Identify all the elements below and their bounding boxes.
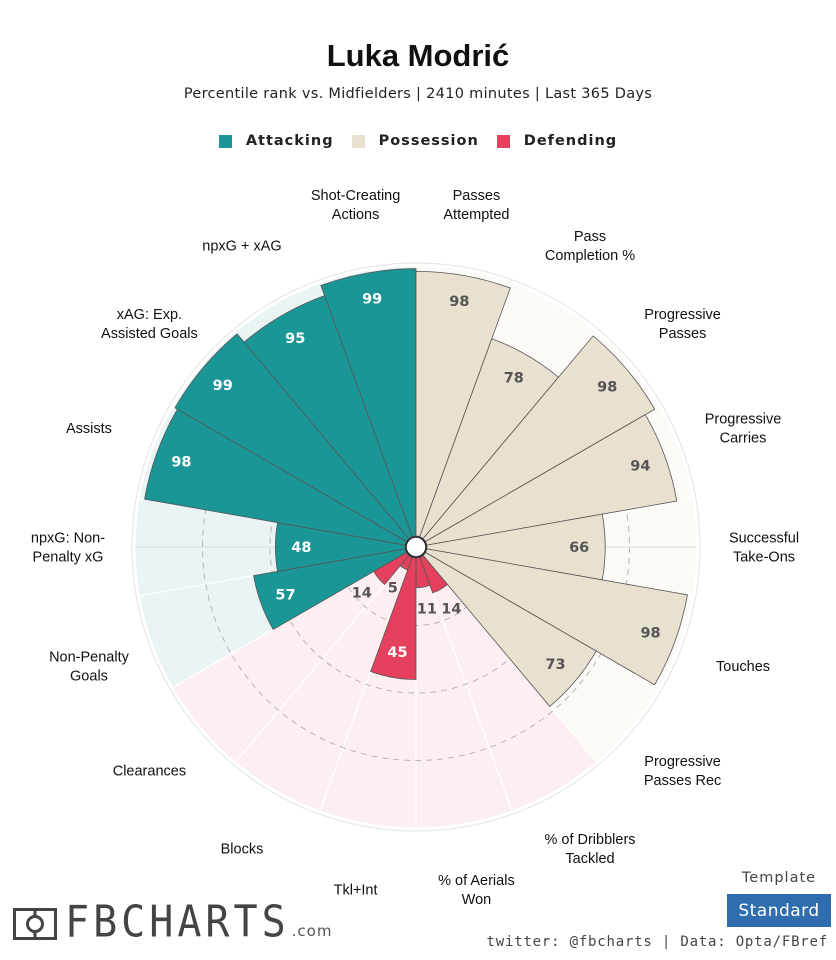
legend-item-defending: Defending xyxy=(496,133,618,149)
radar-outer-ring xyxy=(131,262,701,832)
page-subtitle: Percentile rank vs. Midfielders | 2410 m… xyxy=(183,86,653,102)
category-label-assists: Assists xyxy=(66,421,112,437)
bar-pass-completion xyxy=(419,338,560,540)
category-label-of-dribblers-tackled: % of Dribblers Tackled xyxy=(544,832,635,867)
bar-progressive-passes xyxy=(422,335,656,543)
page-title: Luka Modrić xyxy=(326,38,510,73)
legend-label-defending: Defending xyxy=(523,133,618,149)
template-standard-button[interactable]: Standard xyxy=(727,894,831,927)
value-label-touches: 98 xyxy=(640,625,660,641)
category-label-pass-completion: Pass Completion % xyxy=(545,229,635,264)
value-label-tkl-int: 45 xyxy=(387,645,407,661)
legend-swatch-attacking xyxy=(218,134,232,148)
value-label-passes-attempted: 98 xyxy=(449,294,469,310)
legend-swatch-possession xyxy=(351,134,365,148)
pitch-logo-icon xyxy=(13,908,57,940)
legend-label-possession: Possession xyxy=(378,133,479,149)
brand-name: FBCHARTS xyxy=(65,897,290,948)
category-label-clearances: Clearances xyxy=(113,764,186,780)
bar-xag-exp-assisted-goals xyxy=(174,333,410,543)
category-label-touches: Touches xyxy=(716,659,770,675)
value-label-progressive-carries: 94 xyxy=(630,458,650,474)
template-label: Template xyxy=(741,870,817,886)
category-label-tkl-int: Tkl+Int xyxy=(334,883,378,899)
category-label-progressive-carries: Progressive Carries xyxy=(705,411,782,446)
bar-npxg-xag xyxy=(243,295,413,540)
bar-progressive-passes-rec xyxy=(422,551,597,707)
legend: Attacking Possession Defending xyxy=(0,133,836,149)
value-label-of-aerials-won: 11 xyxy=(417,602,437,618)
bar-assists xyxy=(144,408,408,546)
bar-of-dribblers-tackled xyxy=(419,554,448,594)
category-label-blocks: Blocks xyxy=(221,841,264,857)
value-label-successful-take-ons: 66 xyxy=(569,540,589,556)
value-label-npxg-non-penalty-xg: 48 xyxy=(291,540,311,556)
legend-item-possession: Possession xyxy=(351,133,479,149)
category-label-npxg-non-penalty-xg: npxG: Non-Penalty xG xyxy=(31,531,105,566)
value-label-of-dribblers-tackled: 14 xyxy=(441,601,461,617)
bar-touches xyxy=(424,548,688,686)
category-label-passes-attempted: Passes Attempted xyxy=(443,188,509,223)
bar-passes-attempted xyxy=(415,270,511,538)
category-label-npxg-xag: npxG + xAG xyxy=(202,239,281,255)
bar-progressive-carries xyxy=(424,414,678,546)
category-label-xag-exp-assisted-goals: xAG: Exp. Assisted Goals xyxy=(101,307,198,342)
radar-category-labels: Shot-Creating Actions Passes Attempted Pass C… xyxy=(31,188,799,908)
value-label-non-penalty-goals: 57 xyxy=(275,588,295,604)
brand-suffix: .com xyxy=(291,922,333,940)
category-label-of-aerials-won: % of Aerials Won xyxy=(438,873,515,908)
brand: FBCHARTS .com xyxy=(13,897,333,948)
category-label-non-penalty-goals: Non-Penalty Goals xyxy=(49,650,130,685)
bar-shot-creating-actions xyxy=(320,268,417,538)
footer-credit: twitter: @fbcharts | Data: Opta/FBref xyxy=(486,934,828,950)
radar-bars xyxy=(144,268,688,707)
legend-label-attacking: Attacking xyxy=(245,133,334,149)
category-label-progressive-passes: Progressive Passes xyxy=(644,307,721,342)
value-label-xag-exp-assisted-goals: 99 xyxy=(213,378,233,394)
value-label-assists: 98 xyxy=(171,455,191,471)
legend-swatch-defending xyxy=(496,134,510,148)
value-label-pass-completion: 78 xyxy=(504,371,524,387)
value-label-shot-creating-actions: 99 xyxy=(362,292,382,308)
value-label-blocks: 5 xyxy=(388,580,398,596)
legend-item-attacking: Attacking xyxy=(218,133,334,149)
category-label-shot-creating-actions: Shot-Creating Actions xyxy=(311,188,400,223)
bar-tkl-int xyxy=(370,556,417,680)
value-label-progressive-passes: 98 xyxy=(597,380,617,396)
value-label-npxg-xag: 95 xyxy=(285,331,305,347)
category-label-successful-take-ons: Successful Take-Ons xyxy=(729,531,799,566)
category-label-progressive-passes-rec: Progressive Passes Rec xyxy=(644,754,721,789)
center-hub xyxy=(405,536,427,558)
value-label-clearances: 14 xyxy=(352,586,372,602)
value-label-progressive-passes-rec: 73 xyxy=(545,657,565,673)
